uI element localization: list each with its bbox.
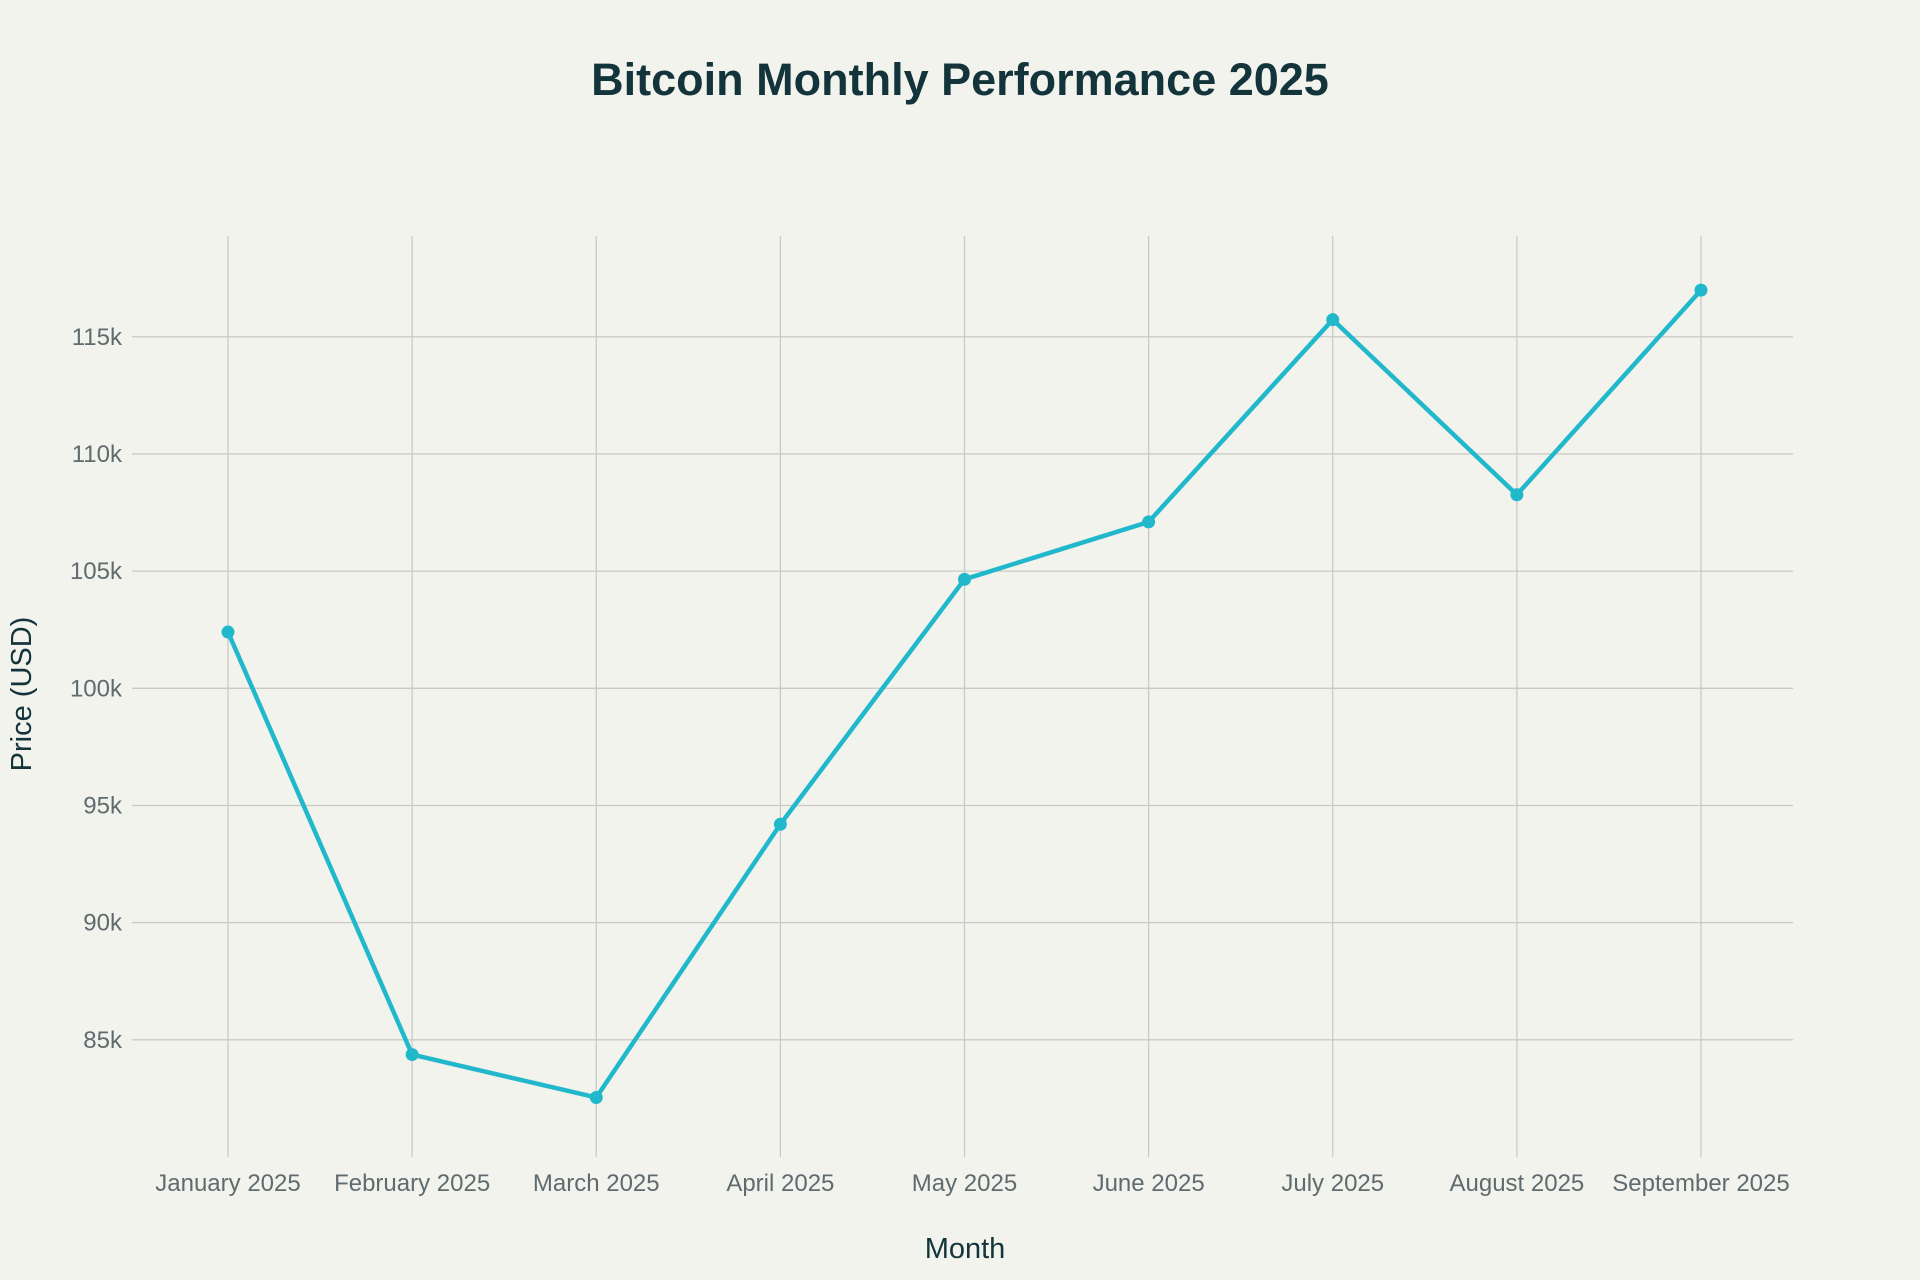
chart-title: Bitcoin Monthly Performance 2025	[591, 54, 1329, 105]
x-tick-label: June 2025	[1093, 1170, 1205, 1197]
data-point	[589, 1090, 603, 1104]
y-tick-label: 95k	[83, 792, 123, 819]
y-axis-title: Price (USD)	[6, 617, 38, 772]
x-tick-label: March 2025	[533, 1170, 660, 1197]
y-tick-label: 110k	[72, 441, 123, 468]
data-point	[1694, 283, 1708, 297]
series	[221, 283, 1708, 1104]
y-tick-label: 100k	[70, 675, 123, 702]
x-tick-label: April 2025	[726, 1170, 834, 1197]
x-tick-label: August 2025	[1449, 1170, 1584, 1197]
x-tick-label: July 2025	[1281, 1170, 1384, 1197]
data-point	[773, 817, 787, 831]
y-tick-label: 115k	[72, 324, 123, 351]
x-tick-label: February 2025	[334, 1170, 490, 1197]
y-tick-label: 105k	[70, 558, 123, 585]
y-tick-label: 90k	[83, 910, 123, 937]
data-point	[221, 625, 235, 639]
grid	[132, 236, 1793, 1157]
data-point	[405, 1048, 419, 1062]
x-tick-label: May 2025	[912, 1170, 1017, 1197]
y-axis-ticks: 85k 90k 95k 100k 105k 110k 115k	[70, 324, 123, 1054]
x-axis-title: Month	[925, 1233, 1006, 1265]
data-point	[958, 572, 971, 586]
x-tick-label: September 2025	[1612, 1170, 1789, 1197]
x-axis-ticks: January 2025 February 2025 March 2025 April…	[155, 1170, 1789, 1197]
data-point	[1142, 515, 1156, 529]
x-tick-label: January 2025	[155, 1170, 300, 1197]
data-point	[1326, 313, 1340, 327]
data-point	[1510, 488, 1524, 502]
y-tick-label: 85k	[83, 1027, 123, 1054]
